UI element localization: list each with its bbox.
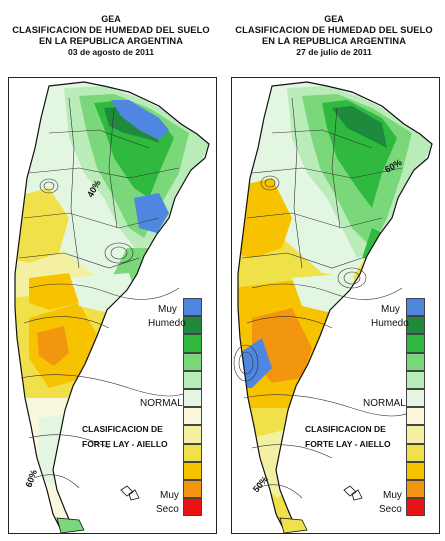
legend-wet-label: Humedo: [371, 318, 409, 329]
legend-swatch: [406, 461, 425, 480]
legend-swatch: [183, 370, 202, 389]
legend-swatch: [183, 316, 202, 335]
argentina-map: 60% 50%: [233, 81, 433, 533]
legend-color-scale: [406, 298, 425, 517]
classification-label: CLASIFICACION DE: [82, 424, 163, 434]
legend-swatch: [183, 479, 202, 499]
legend-swatch: [183, 352, 202, 371]
legend-swatch: [183, 298, 202, 317]
legend-swatch: [406, 316, 425, 335]
map-title-line2: EN LA REPUBLICA ARGENTINA: [38, 36, 184, 46]
legend-dry-label: Seco: [156, 504, 179, 515]
org-name: GEA: [324, 14, 344, 24]
contour-label: 60%: [23, 468, 39, 488]
soil-moisture-map-panel-aug: GEA CLASIFICACION DE HUMEDAD DEL SUELO E…: [0, 0, 222, 541]
map-frame: 40% 60%: [8, 77, 217, 534]
legend-swatch: [406, 388, 425, 408]
map-title-line1: CLASIFICACION DE HUMEDAD DEL SUELO: [12, 25, 210, 35]
argentina-map: 40% 60%: [14, 81, 210, 533]
legend-color-scale: [183, 298, 202, 517]
legend-swatch: [183, 443, 202, 462]
map-title-line2: EN LA REPUBLICA ARGENTINA: [261, 36, 407, 46]
legend-swatch: [406, 334, 425, 353]
legend-swatch: [406, 352, 425, 371]
legend-wet-label: Muy: [158, 304, 177, 315]
legend-swatch: [406, 425, 425, 444]
soil-moisture-map-panel-jul: GEA CLASIFICACION DE HUMEDAD DEL SUELO E…: [223, 0, 445, 541]
legend-swatch: [183, 461, 202, 480]
map-date: 03 de agosto de 2011: [68, 47, 154, 57]
classification-label: FORTE LAY - AIELLO: [82, 439, 168, 449]
legend-dry-label: Muy: [383, 490, 402, 501]
legend-normal-label: NORMAL: [363, 398, 406, 409]
legend-swatch: [183, 388, 202, 408]
legend-normal-label: NORMAL: [140, 398, 183, 409]
classification-label: FORTE LAY - AIELLO: [305, 439, 391, 449]
legend-swatch: [406, 407, 425, 426]
map-title-block: GEA CLASIFICACION DE HUMEDAD DEL SUELO E…: [223, 14, 445, 58]
legend-swatch: [406, 479, 425, 499]
legend-swatch: [406, 443, 425, 462]
map-title-line1: CLASIFICACION DE HUMEDAD DEL SUELO: [235, 25, 433, 35]
classification-label: CLASIFICACION DE: [305, 424, 386, 434]
legend-wet-label: Muy: [381, 304, 400, 315]
legend-swatch: [183, 334, 202, 353]
map-date: 27 de julio de 2011: [296, 47, 372, 57]
map-title-block: GEA CLASIFICACION DE HUMEDAD DEL SUELO E…: [0, 14, 222, 58]
legend-swatch: [183, 425, 202, 444]
legend-swatch: [406, 370, 425, 389]
legend-swatch: [183, 407, 202, 426]
legend-dry-label: Muy: [160, 490, 179, 501]
legend-dry-label: Seco: [379, 504, 402, 515]
legend-wet-label: Humedo: [148, 318, 186, 329]
legend-swatch: [183, 498, 202, 517]
legend-swatch: [406, 298, 425, 317]
legend-swatch: [406, 498, 425, 517]
map-frame: 60% 50%: [231, 77, 440, 534]
org-name: GEA: [101, 14, 121, 24]
